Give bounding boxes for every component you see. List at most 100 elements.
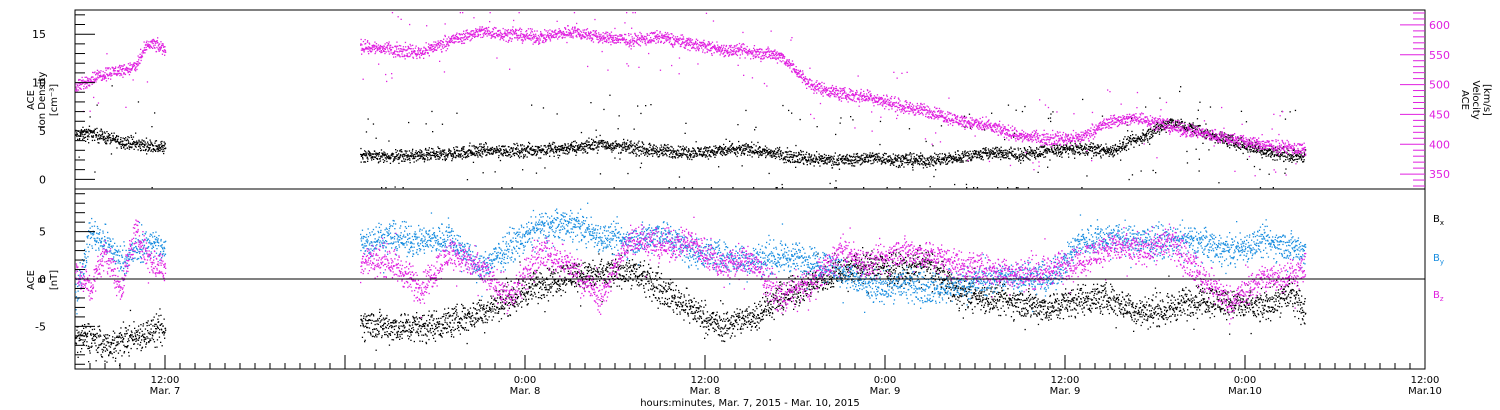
density-series-1-point: [1191, 130, 1194, 132]
velocity-series-1-point: [414, 47, 417, 49]
density-series-1-point: [1076, 146, 1079, 148]
velocity-series-1-point: [407, 46, 410, 48]
density-series-1-point: [498, 154, 500, 157]
density-series-1-point: [430, 158, 432, 160]
density-series-1-point: [1090, 142, 1092, 144]
density-series-0-point: [163, 150, 165, 152]
velocity-series-1-point: [426, 25, 428, 27]
density-series-1-point: [1270, 152, 1272, 154]
density-series-1-point: [983, 152, 986, 154]
density-series-1-point: [693, 147, 695, 150]
density-series-1-point: [1031, 149, 1033, 151]
density-series-1-point: [738, 145, 741, 147]
density-series-1-point: [421, 151, 423, 153]
density-series-1-point: [517, 148, 519, 150]
density-series-1-point: [423, 161, 426, 163]
density-series-1-point: [579, 146, 581, 148]
density-series-1-point: [721, 150, 723, 152]
density-series-1-point: [408, 156, 410, 158]
density-series-1-point: [434, 153, 436, 155]
density-series-0-point: [109, 143, 111, 145]
density-series-1-point: [1142, 133, 1145, 135]
density-series-1-point: [460, 156, 462, 158]
density-series-0-point: [144, 144, 146, 146]
density-series-0-point: [87, 135, 89, 137]
density-series-1-point: [1050, 120, 1052, 123]
density-series-1-point: [708, 154, 711, 156]
density-series-1-point: [895, 158, 897, 160]
density-series-1-point: [665, 144, 667, 147]
velocity-series-0-point: [157, 48, 159, 50]
density-series-1-point: [597, 149, 599, 151]
density-series-1-point: [882, 159, 885, 161]
velocity-series-0-point: [116, 74, 118, 77]
density-series-1-point: [909, 152, 911, 154]
density-series-1-point: [920, 155, 922, 157]
velocity-series-1-point: [425, 49, 427, 51]
density-series-1-point: [414, 152, 417, 154]
density-series-1-point: [958, 156, 960, 159]
velocity-series-1-point: [407, 55, 409, 58]
density-series-1-point: [600, 141, 603, 143]
density-series-1-point: [752, 152, 754, 154]
density-series-1-point: [794, 161, 797, 163]
density-series-1-point: [656, 147, 658, 149]
density-series-1-point: [1089, 143, 1091, 146]
density-series-1-point: [605, 142, 608, 144]
velocity-series-1-point: [399, 50, 401, 52]
density-series-1-point: [1132, 137, 1134, 140]
density-series-1-point: [1138, 138, 1140, 140]
density-series-1-point: [936, 162, 938, 164]
density-series-1-point: [629, 152, 632, 154]
density-series-0-point: [85, 140, 87, 142]
density-series-1-point: [1184, 121, 1186, 124]
velocity-series-0-point: [133, 62, 135, 64]
density-series-1-point: [922, 161, 924, 163]
density-series-1-point: [1212, 132, 1214, 134]
velocity-series-1-point: [430, 46, 432, 48]
velocity-series-1-point: [402, 50, 404, 52]
velocity-series-1-point: [434, 46, 436, 48]
density-series-1-point: [892, 153, 894, 155]
velocity-series-1-point: [376, 47, 378, 49]
velocity-series-0-point: [84, 83, 86, 85]
density-series-1-point: [789, 156, 791, 158]
density-series-1-point: [634, 150, 636, 152]
density-series-1-point: [1111, 147, 1114, 149]
density-series-1-point: [1000, 151, 1002, 154]
density-series-1-point: [860, 163, 863, 165]
density-series-1-point: [430, 157, 432, 159]
density-series-1-point: [481, 156, 483, 158]
density-series-1-point: [535, 149, 537, 151]
density-series-1-point: [1148, 128, 1150, 131]
velocity-series-0-point: [75, 90, 77, 92]
density-series-1-point: [1019, 155, 1021, 157]
velocity-series-0-point: [143, 47, 146, 49]
density-series-1-point: [913, 156, 915, 158]
density-series-1-point: [484, 151, 486, 153]
density-series-1-point: [959, 154, 961, 157]
velocity-series-0-point: [114, 73, 116, 75]
density-series-1-point: [739, 147, 741, 150]
density-series-0-point: [155, 140, 158, 142]
density-series-1-point: [1134, 137, 1136, 139]
velocity-series-1-point: [360, 38, 362, 41]
density-series-1-point: [811, 161, 813, 163]
velocity-series-0-point: [129, 71, 132, 73]
density-series-1-point: [1027, 149, 1029, 151]
density-series-1-point: [954, 151, 956, 153]
density-series-1-point: [754, 129, 756, 131]
density-series-1-point: [479, 145, 481, 148]
density-series-1-point: [1120, 146, 1122, 148]
density-series-1-point: [420, 152, 422, 154]
velocity-series-0-point: [150, 41, 153, 43]
density-series-0-point: [103, 131, 106, 133]
density-series-1-point: [801, 159, 803, 161]
density-series-1-point: [1038, 153, 1041, 155]
density-series-1-point: [824, 162, 826, 164]
density-series-1-point: [811, 154, 813, 156]
velocity-series-0-point: [123, 64, 126, 66]
density-series-1-point: [948, 156, 951, 159]
density-series-0-point: [76, 135, 78, 138]
velocity-series-1-point: [409, 48, 412, 50]
